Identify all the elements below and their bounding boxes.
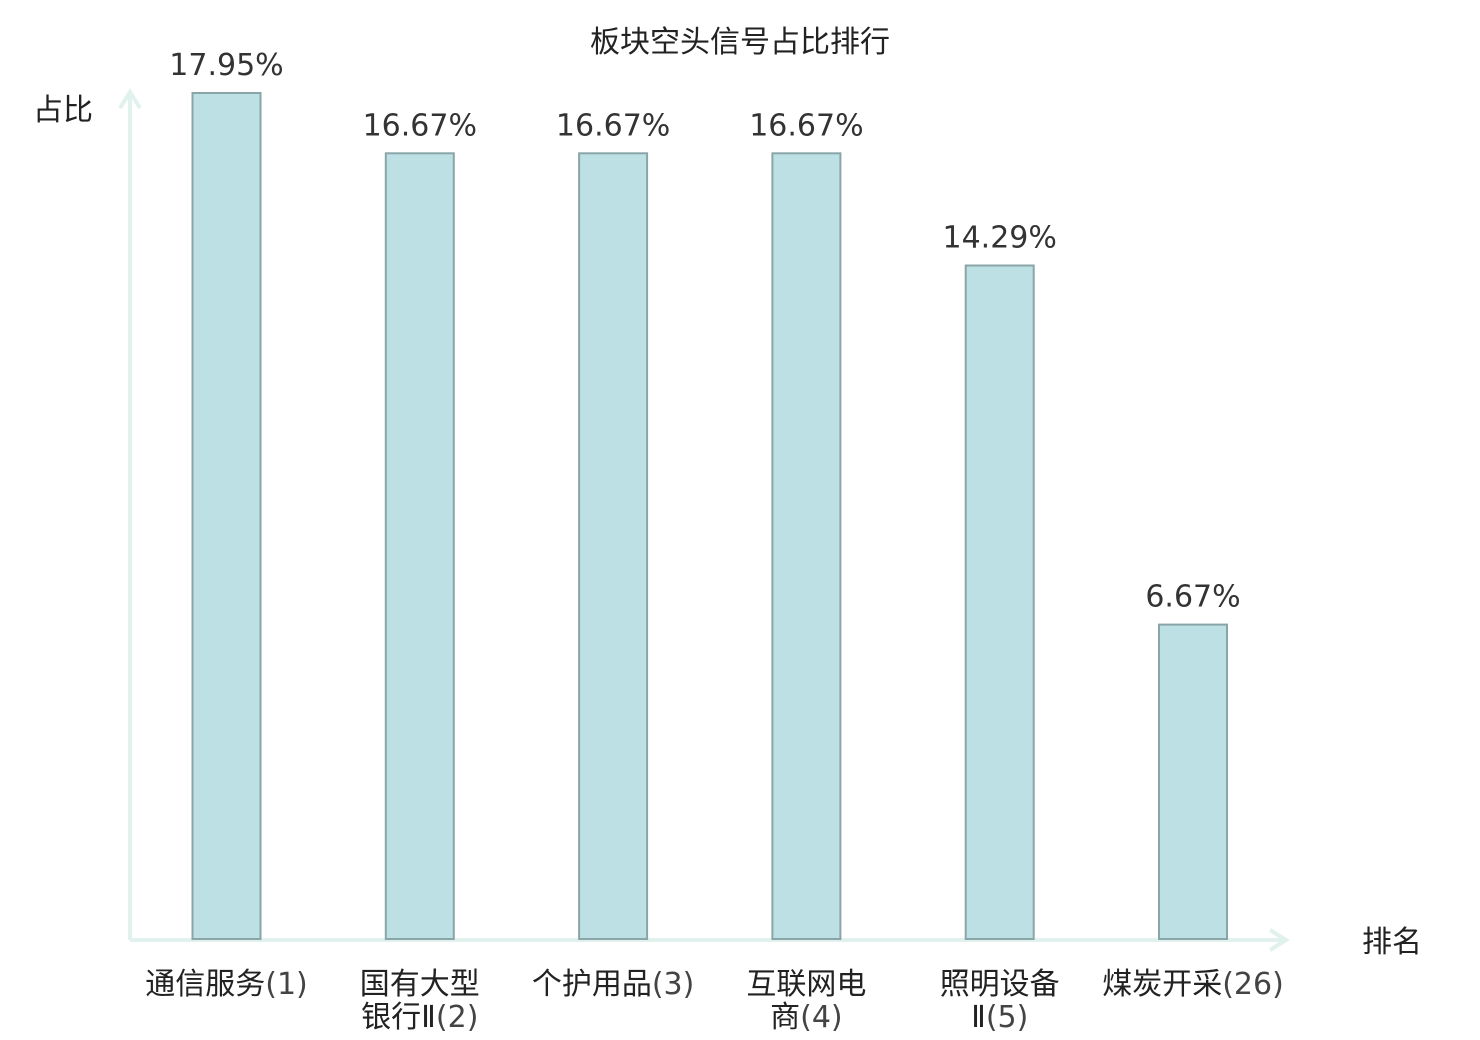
bar-5: [964, 264, 1035, 940]
value-label-5: 14.29%: [943, 221, 1057, 256]
value-label-2: 16.67%: [363, 108, 477, 143]
axes: [118, 88, 1290, 952]
x-axis-label: 排名: [1362, 925, 1422, 960]
value-label-4: 16.67%: [749, 108, 863, 143]
category-labels-group: 通信服务(1) 国有大型银行Ⅱ(2) 个护用品(3) 互联网电商(4) 照明设备 Ⅱ(5)…: [145, 967, 1284, 1035]
bar-3: [578, 152, 649, 941]
x-axis-arrow: [1268, 928, 1290, 952]
bar-2: [384, 152, 455, 941]
value-labels-group: 17.95% 16.67% 16.67% 16.67% 14.29% 6.67%: [169, 48, 1240, 615]
value-label-6: 6.67%: [1145, 580, 1240, 615]
category-label-1: 通信服务(1): [145, 967, 308, 1002]
category-label-2: 国有大型银行Ⅱ(2): [360, 967, 480, 1035]
value-label-3: 16.67%: [556, 108, 670, 143]
bars-group: [191, 92, 1228, 941]
category-label-6: 煤炭开采(26): [1102, 967, 1284, 1002]
category-label-5: 照明设备 Ⅱ(5): [940, 967, 1060, 1035]
y-axis-arrow: [118, 88, 142, 110]
category-label-3: 个护用品(3): [532, 967, 695, 1002]
category-label-4: 互联网电商(4): [746, 967, 866, 1035]
y-axis-label: 占比: [33, 93, 93, 128]
bar-1: [191, 92, 262, 940]
value-label-1: 17.95%: [169, 48, 283, 83]
bar-4: [771, 152, 842, 941]
bar-6: [1158, 623, 1228, 940]
chart-title: 板块空头信号占比排行: [590, 25, 890, 60]
